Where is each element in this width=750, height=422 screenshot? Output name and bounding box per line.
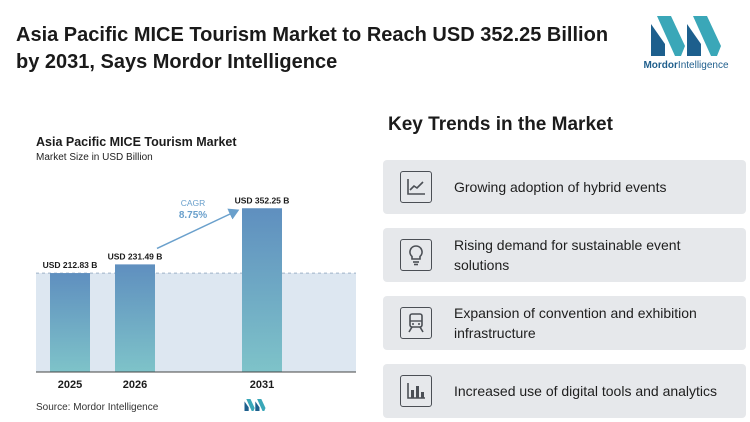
headline: Asia Pacific MICE Tourism Market to Reac…: [16, 24, 609, 73]
brand-logo: MordorIntelligence: [636, 16, 736, 71]
chart-subtitle: Market Size in USD Billion: [36, 152, 153, 163]
mordor-logo-icon: [651, 16, 721, 56]
lightbulb-icon: [400, 239, 432, 271]
data-label-2026: USD 231.49 B: [108, 251, 163, 261]
chart-source: Source: Mordor Intelligence: [36, 402, 159, 413]
line-chart-icon: [400, 171, 432, 203]
bar-chart: USD 212.83 B 2025 USD 231.49 B 2026 USD 352.…: [36, 195, 356, 391]
bar-2031: [242, 208, 282, 372]
bar-2025: [50, 273, 90, 372]
trend-card-sustainable-solutions: Rising demand for sustainable event solu…: [383, 228, 746, 282]
mordor-small-logo-icon: [244, 399, 266, 411]
data-label-2031: USD 352.25 B: [235, 195, 290, 205]
trend-text: Rising demand for sustainable event solu…: [454, 237, 681, 273]
train-icon: [400, 307, 432, 339]
trend-text: Growing adoption of hybrid events: [454, 179, 667, 195]
trend-text: Expansion of convention and exhibition i…: [454, 305, 697, 341]
trends-title: Key Trends in the Market: [388, 114, 613, 135]
x-tick-2031: 2031: [250, 379, 274, 391]
bar-2026: [115, 264, 155, 372]
x-tick-2025: 2025: [58, 379, 82, 391]
brand-name-rest: Intelligence: [677, 60, 729, 71]
data-label-2025: USD 212.83 B: [43, 260, 98, 270]
cagr-value: 8.75%: [179, 210, 207, 221]
trend-card-convention-infrastructure: Expansion of convention and exhibition i…: [383, 296, 746, 350]
trend-card-hybrid-events: Growing adoption of hybrid events: [383, 160, 746, 214]
x-tick-2026: 2026: [123, 379, 147, 391]
chart-title: Asia Pacific MICE Tourism Market: [36, 135, 237, 149]
brand-name-bold: Mordor: [643, 60, 678, 71]
bar-chart-icon: [400, 375, 432, 407]
cagr-arrow: [156, 208, 240, 250]
cagr-label: CAGR: [181, 198, 206, 208]
trend-card-digital-tools: Increased use of digital tools and analy…: [383, 364, 746, 418]
trend-text: Increased use of digital tools and analy…: [454, 383, 718, 399]
